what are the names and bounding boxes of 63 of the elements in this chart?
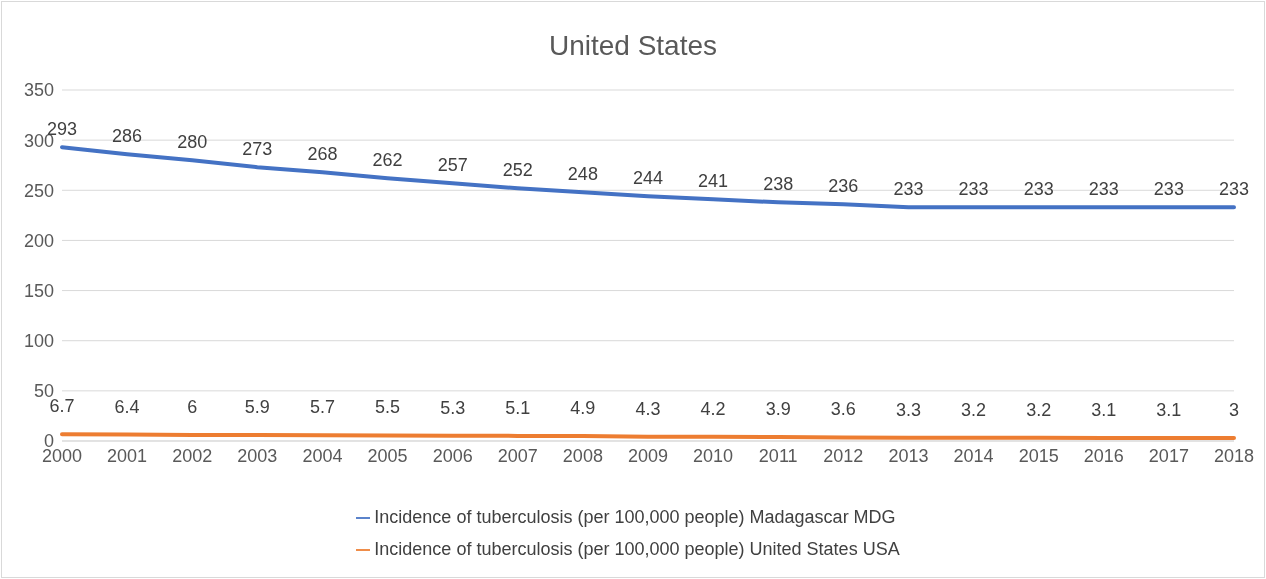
x-tick-label: 2001 xyxy=(107,445,148,466)
data-label: 233 xyxy=(1153,179,1184,200)
x-tick-label: 2009 xyxy=(627,445,669,466)
y-tick-label: 200 xyxy=(23,230,54,251)
data-label: 6.4 xyxy=(114,396,140,417)
data-label: 3.3 xyxy=(895,399,921,420)
x-tick-label: 2003 xyxy=(237,445,278,466)
data-label: 4.9 xyxy=(570,398,596,419)
legend-label: Incidence of tuberculosis (per 100,000 people) Madagascar MDG xyxy=(374,507,896,527)
chart-title: United States xyxy=(547,30,719,63)
data-label: 238 xyxy=(763,174,794,195)
data-label: 3.1 xyxy=(1156,399,1182,420)
data-label: 233 xyxy=(1088,179,1119,200)
x-tick-label: 2006 xyxy=(432,445,473,466)
x-tick-label: 2017 xyxy=(1148,445,1189,466)
data-label: 3.2 xyxy=(961,399,987,420)
data-label: 6.7 xyxy=(49,396,75,417)
legend-label: Incidence of tuberculosis (per 100,000 people) United States USA xyxy=(374,539,900,559)
x-tick-label: 2015 xyxy=(1018,445,1059,466)
data-label: 273 xyxy=(242,139,273,160)
x-tick-label: 2008 xyxy=(562,445,603,466)
data-label: 236 xyxy=(828,176,859,197)
data-label: 286 xyxy=(112,126,143,147)
x-tick-label: 2004 xyxy=(302,445,343,466)
data-label: 3 xyxy=(1228,399,1240,420)
data-label: 233 xyxy=(1023,179,1054,200)
data-label: 257 xyxy=(437,155,468,176)
x-tick-label: 2007 xyxy=(497,445,538,466)
data-label: 3.1 xyxy=(1091,399,1117,420)
y-tick-label: 350 xyxy=(23,80,54,101)
x-tick-label: 2018 xyxy=(1213,445,1255,466)
data-label: 262 xyxy=(372,150,403,171)
y-tick-label: 250 xyxy=(23,180,54,201)
x-tick-label: 2012 xyxy=(823,445,864,466)
data-label: 3.2 xyxy=(1026,399,1052,420)
data-label: 3.6 xyxy=(830,399,856,420)
data-label: 241 xyxy=(698,171,729,192)
x-tick-label: 2014 xyxy=(953,445,994,466)
x-tick-label: 2016 xyxy=(1083,445,1124,466)
data-label: 5.9 xyxy=(244,397,270,418)
data-label: 248 xyxy=(567,164,598,185)
data-label: 268 xyxy=(307,144,338,165)
data-label: 5.1 xyxy=(505,397,531,418)
data-label: 233 xyxy=(893,179,924,200)
data-label: 5.3 xyxy=(440,397,466,418)
data-label: 280 xyxy=(177,132,208,153)
data-label: 5.5 xyxy=(375,397,401,418)
x-tick-label: 2011 xyxy=(758,445,798,466)
data-label: 3.9 xyxy=(765,399,791,420)
x-tick-label: 2010 xyxy=(693,445,734,466)
data-label: 233 xyxy=(958,179,989,200)
x-tick-label: 2005 xyxy=(367,445,408,466)
data-label: 5.7 xyxy=(309,397,335,418)
data-label: 4.2 xyxy=(700,398,726,419)
x-tick-label: 2002 xyxy=(172,445,213,466)
y-tick-label: 100 xyxy=(23,331,54,352)
data-label: 233 xyxy=(1218,179,1250,200)
x-tick-label: 2013 xyxy=(888,445,929,466)
data-label: 252 xyxy=(502,160,533,181)
data-label: 6 xyxy=(187,396,198,417)
y-tick-label: 150 xyxy=(23,280,54,301)
data-label: 4.3 xyxy=(635,398,661,419)
data-label: 244 xyxy=(632,168,664,189)
